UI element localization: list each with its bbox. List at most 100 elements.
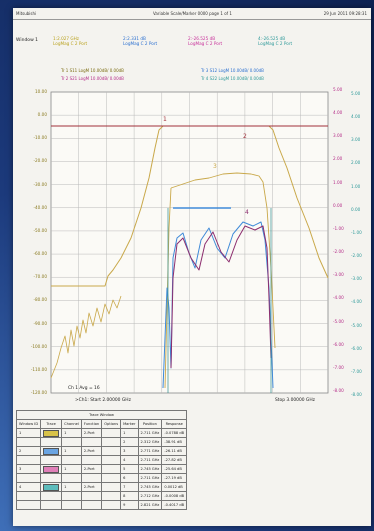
marker-table-header-cell: Marker bbox=[120, 419, 139, 429]
table-cell bbox=[101, 482, 122, 492]
table-cell: 1 bbox=[120, 428, 139, 438]
table-row: 2 1 2-Port 3 2.771 GHz -26.11 dB bbox=[15, 446, 188, 456]
table-cell: 1 bbox=[15, 428, 42, 438]
right-axis-tick-s21: 3.00 bbox=[333, 133, 343, 139]
table-cell: 3 bbox=[120, 446, 139, 456]
trace-label-1: Tr 1 S11 LogM 10.00dB/ 0.00dB bbox=[61, 68, 124, 73]
trace-s12 bbox=[162, 221, 274, 389]
table-cell bbox=[101, 446, 122, 456]
table-row: 4 2.711 GHz -27.82 dB bbox=[15, 455, 188, 465]
table-row: 9 2.821 GHz -0.4017 dB bbox=[15, 500, 188, 510]
trace-swatch-cell bbox=[40, 446, 63, 456]
left-axis-tick: -50.00 bbox=[33, 227, 48, 233]
table-cell bbox=[101, 455, 122, 465]
table-row: 8 2.712 GHz -0.0008 dB bbox=[15, 491, 188, 501]
marker-table: Trace Window Window ID Trace Channel Functi… bbox=[15, 410, 188, 510]
right-axis-tick-s21: -7.00 bbox=[333, 364, 344, 370]
right-axis-tick-s21: -2.00 bbox=[333, 249, 344, 255]
right-axis-tick-s22: 2.00 bbox=[351, 160, 361, 166]
table-cell: 7 bbox=[120, 482, 139, 492]
marker-readout-2: 2:2.331 dB LogMag C 2 Port bbox=[123, 36, 158, 46]
table-cell: 2.771 GHz bbox=[137, 446, 163, 456]
trace-swatch bbox=[43, 429, 60, 437]
table-cell: 2-Port bbox=[80, 428, 103, 438]
marker-table-header-cell: Trace bbox=[40, 419, 63, 429]
table-cell: 5 bbox=[120, 464, 139, 474]
right-axis-tick-s22: 3.00 bbox=[351, 137, 361, 143]
table-cell: 6 bbox=[120, 473, 139, 483]
right-axis-tick-s22: -1.00 bbox=[351, 229, 362, 235]
table-cell bbox=[61, 473, 82, 483]
table-cell bbox=[61, 437, 82, 447]
marker-table-header-cell: Options bbox=[101, 419, 122, 429]
left-axis-tick: -110.00 bbox=[30, 366, 47, 372]
table-cell bbox=[15, 500, 42, 510]
table-cell bbox=[101, 473, 122, 483]
table-cell: 2.711 GHz bbox=[137, 473, 163, 483]
table-cell: -27.82 dB bbox=[161, 455, 188, 465]
window-label: Window 1 bbox=[16, 38, 39, 43]
table-cell bbox=[80, 491, 103, 501]
left-axis-tick: -10.00 bbox=[33, 135, 48, 141]
table-cell bbox=[80, 455, 103, 465]
table-cell: 2.312 GHz bbox=[137, 437, 163, 447]
table-cell bbox=[15, 473, 42, 483]
table-cell bbox=[61, 491, 82, 501]
table-cell: 4 bbox=[15, 482, 42, 492]
table-cell: 2.745 GHz bbox=[137, 464, 163, 474]
table-cell: -38.91 dB bbox=[161, 437, 188, 447]
right-axis-tick-s22: 0.00 bbox=[351, 206, 361, 212]
right-axis-tick-s22: -4.00 bbox=[351, 299, 362, 305]
right-axis-tick-s22: 5.00 bbox=[351, 91, 361, 96]
right-axis-tick-s21: -4.00 bbox=[333, 295, 344, 301]
right-axis-tick-s22: -3.00 bbox=[351, 276, 362, 282]
marker-table-header-cell: Function bbox=[80, 419, 103, 429]
right-axis-tick-s22: -8.00 bbox=[351, 392, 362, 397]
table-cell bbox=[15, 437, 42, 447]
trace-swatch-cell bbox=[40, 473, 63, 483]
plot-grid bbox=[50, 91, 329, 394]
right-axis-tick-s21: 0.00 bbox=[333, 202, 343, 208]
table-cell: -0.0788 dB bbox=[161, 428, 188, 438]
table-row: 4 1 2-Port 7 2.745 GHz 0.0012 dB bbox=[15, 482, 188, 492]
right-axis-tick-s22: -6.00 bbox=[351, 345, 362, 351]
trace-swatch-cell bbox=[40, 464, 63, 474]
table-cell bbox=[15, 455, 42, 465]
table-cell bbox=[80, 437, 103, 447]
table-cell bbox=[101, 437, 122, 447]
header-center: Variable Scale/Marker 0000 page 1 of 1 bbox=[153, 11, 232, 16]
left-axis-tick: 0.00 bbox=[37, 112, 47, 118]
stop-frequency: Stop 3.00000 GHz bbox=[275, 398, 315, 403]
table-cell: 1 bbox=[61, 464, 82, 474]
right-axis-tick-s21: 2.00 bbox=[333, 156, 343, 162]
start-frequency: >Ch1: Start 2.00000 GHz bbox=[75, 398, 131, 403]
channel-average: Ch 1 Avg = 16 bbox=[68, 386, 100, 391]
left-axis-tick: -90.00 bbox=[33, 320, 48, 326]
left-axis-tick: -20.00 bbox=[33, 158, 48, 164]
table-cell: 3 bbox=[15, 464, 42, 474]
marker-readout-1: 1:2.027 GHz LogMag C 2 Port bbox=[53, 36, 88, 46]
trace-swatch-cell bbox=[40, 491, 63, 501]
table-row: 2 2.312 GHz -38.91 dB bbox=[15, 437, 188, 447]
trace-s11-noise bbox=[50, 295, 122, 379]
marker-glyph: 2 bbox=[243, 133, 247, 140]
right-axis-tick-s22: -2.00 bbox=[351, 253, 362, 259]
header-bar: Mitsubishi Variable Scale/Marker 0000 pa… bbox=[13, 8, 371, 20]
table-cell: 2.711 GHz bbox=[137, 455, 163, 465]
table-cell: 2-Port bbox=[80, 446, 103, 456]
right-axis-tick-s22: 4.00 bbox=[351, 114, 361, 120]
trace-label-3: Tr 3 S12 LogM 10.00dB/ 0.00dB bbox=[201, 68, 264, 73]
left-axis-tick: -80.00 bbox=[33, 297, 48, 303]
marker-table-header-cell: Position bbox=[137, 419, 163, 429]
right-axis-tick-s22: 1.00 bbox=[351, 183, 361, 189]
table-cell: 2-Port bbox=[80, 464, 103, 474]
table-row: 3 1 2-Port 5 2.745 GHz -25.64 dB bbox=[15, 464, 188, 474]
table-cell bbox=[101, 464, 122, 474]
trace-swatch-cell bbox=[40, 500, 63, 510]
right-axis-tick-s21: -8.00 bbox=[333, 388, 344, 393]
table-cell: 2.712 GHz bbox=[137, 491, 163, 501]
table-cell: 1 bbox=[61, 482, 82, 492]
right-axis-tick-s21: -5.00 bbox=[333, 318, 344, 324]
trace-swatch bbox=[43, 483, 60, 491]
table-cell: 1 bbox=[61, 428, 82, 438]
